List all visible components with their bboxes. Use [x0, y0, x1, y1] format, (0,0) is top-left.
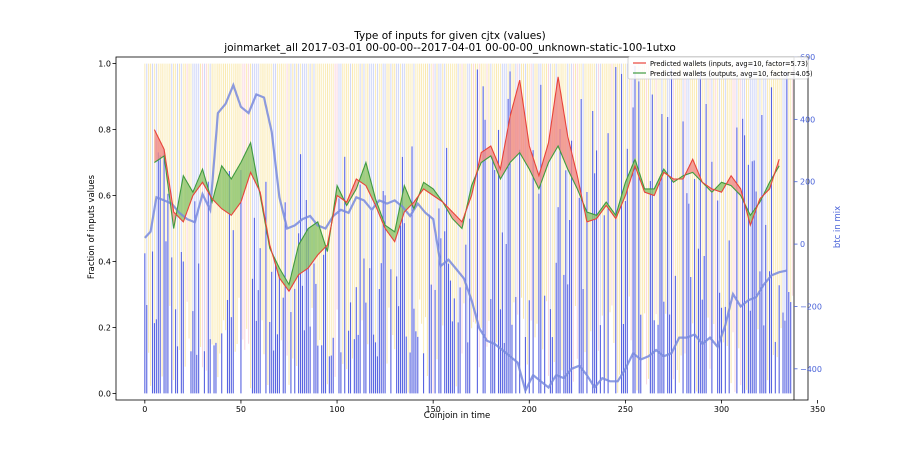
legend: Predicted wallets (inputs, avg=10, facto… [627, 56, 813, 80]
legend-label-inputs: Predicted wallets (inputs, avg=10, facto… [650, 60, 808, 68]
fill-region [154, 129, 165, 163]
chart-subtitle: joinmarket_all 2017-03-01 00-00-00--2017… [223, 42, 676, 54]
y-tick-label: 0.8 [98, 126, 111, 135]
y-tick-label: 0.6 [98, 192, 111, 201]
x-tick-label: 200 [522, 405, 537, 414]
y-tick-label: 0.2 [98, 323, 111, 332]
x-tick-label: 0 [142, 405, 147, 414]
series-line-btc-in-mix [143, 82, 788, 394]
series-line-inputs [153, 76, 780, 293]
axes: 0 50 100 150 200 250 300 350 0.0 0.2 0.4 0.6 0.8 1.0 −… [98, 53, 825, 414]
fill-region [279, 268, 289, 292]
y-axis-label: Fraction of inputs values [87, 174, 97, 279]
fill-region [529, 146, 539, 189]
background-bars [144, 63, 794, 394]
fill-region [558, 76, 568, 170]
y-right-tick-label: 200 [800, 178, 815, 187]
x-tick-label: 350 [810, 405, 825, 414]
fill-region [221, 165, 232, 216]
x-tick-label: 300 [714, 405, 729, 414]
fill-region [298, 228, 309, 275]
fill-region [538, 142, 549, 189]
fill-region [644, 188, 655, 196]
fill-region [308, 221, 318, 269]
y-right-tick-label: −400 [800, 365, 822, 374]
y-right-tick-label: −200 [800, 302, 822, 311]
x-tick-label: 250 [618, 405, 633, 414]
y-tick-label: 0.4 [98, 257, 111, 266]
fill-region [510, 80, 520, 163]
fill-region [183, 175, 193, 222]
y-tick-label: 1.0 [98, 60, 111, 69]
plot-frame [115, 56, 809, 401]
fill-region [423, 182, 434, 196]
fill-region [490, 146, 501, 180]
fill-region [481, 146, 491, 163]
y-tick-label: 0.0 [98, 389, 111, 398]
y-right-tick-label: 400 [800, 115, 815, 124]
x-tick-label: 100 [329, 405, 344, 414]
y-axis-right-label: btc in mix [833, 206, 843, 248]
fill-region [452, 212, 462, 229]
x-axis-label: Coinjoin in time [424, 411, 491, 421]
fill-region [519, 80, 530, 170]
legend-box [627, 56, 809, 80]
x-tick-label: 50 [236, 405, 246, 414]
series-lines [143, 76, 788, 394]
chart-title: Type of inputs for given cjtx (values) [353, 30, 545, 42]
y-right-tick-label: 0 [800, 240, 805, 249]
fill-region [212, 165, 222, 209]
fill-region [317, 221, 326, 255]
fill-region [548, 76, 559, 163]
x-tick-label: 150 [426, 405, 441, 414]
legend-label-outputs: Predicted wallets (outputs, avg=10, fact… [650, 70, 813, 78]
fill-region [731, 175, 741, 196]
series-line-outputs [154, 141, 780, 287]
fill-region [567, 136, 578, 189]
